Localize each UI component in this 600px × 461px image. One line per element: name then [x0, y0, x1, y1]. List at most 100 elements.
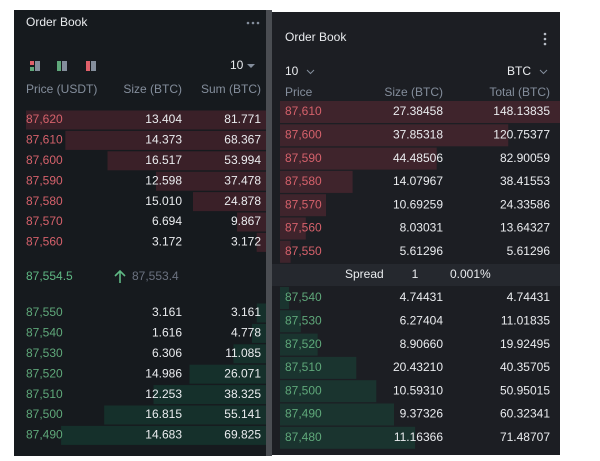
price: 87,550: [285, 244, 322, 258]
column-header: Price (USDT): [26, 82, 97, 96]
size: 13.404: [145, 112, 182, 126]
column-header: Size (BTC): [123, 82, 182, 96]
up-arrow: [114, 269, 126, 283]
depth-bar: [26, 110, 266, 130]
size: 4.74431: [400, 290, 444, 304]
total: 24.878: [224, 194, 261, 208]
panel-title: Order Book: [285, 30, 347, 44]
size: 3.172: [152, 235, 182, 249]
depth-select[interactable]: 10: [230, 58, 244, 72]
depth-bar: [256, 303, 266, 323]
total: 38.325: [224, 387, 261, 401]
size: 10.59310: [393, 383, 443, 397]
panel-title: Order Book: [26, 15, 88, 29]
column-header: Size (BTC): [384, 85, 443, 99]
depth-bar: [156, 171, 266, 191]
total: 4.778: [231, 326, 261, 340]
column-header: Sum (BTC): [201, 82, 261, 96]
more-menu[interactable]: [246, 21, 260, 25]
last-price: 87,554.5: [26, 269, 73, 283]
size: 15.010: [145, 194, 182, 208]
total: 3.161: [231, 305, 261, 319]
total: 13.64327: [500, 221, 550, 235]
depth-bar: [280, 170, 353, 193]
depth-bar: [65, 130, 266, 150]
price: 87,600: [285, 127, 322, 141]
unit-select[interactable]: BTC: [507, 64, 531, 78]
size: 20.43210: [393, 360, 443, 374]
size: 1.616: [152, 326, 182, 340]
depth-bar: [280, 310, 301, 333]
spread-percent: 0.001%: [450, 267, 491, 281]
price: 87,610: [26, 133, 63, 147]
price: 87,540: [285, 290, 322, 304]
view-icons[interactable]: [30, 61, 96, 71]
depth-bar: [104, 405, 267, 425]
price: 87,520: [26, 366, 63, 380]
size: 10.69259: [393, 197, 443, 211]
price: 87,490: [285, 407, 322, 421]
size: 12.253: [145, 387, 182, 401]
depth-select[interactable]: 10: [285, 64, 299, 78]
total: 4.74431: [507, 290, 551, 304]
total: 69.825: [224, 428, 261, 442]
price: 87,530: [26, 346, 63, 360]
depth-bar: [233, 344, 266, 364]
more-menu[interactable]: [543, 32, 547, 46]
depth-bar: [189, 364, 266, 384]
divider: [266, 10, 272, 456]
depth-bar: [107, 151, 266, 171]
size: 14.683: [145, 428, 182, 442]
size: 12.598: [145, 173, 182, 187]
total: 24.33586: [500, 197, 550, 211]
price: 87,580: [26, 194, 63, 208]
total: 60.32341: [500, 407, 550, 421]
size: 8.90660: [400, 337, 444, 351]
total: 38.41553: [500, 174, 550, 188]
depth-bar: [153, 385, 266, 405]
column-header: Total (BTC): [489, 85, 550, 99]
size: 14.07967: [393, 174, 443, 188]
size: 37.85318: [393, 127, 443, 141]
total: 148.13835: [493, 104, 550, 118]
price: 87,560: [285, 221, 322, 235]
total: 3.172: [231, 235, 261, 249]
depth-bar: [280, 380, 377, 403]
total: 26.071: [224, 366, 261, 380]
price: 87,510: [285, 360, 322, 374]
price: 87,590: [26, 173, 63, 187]
depth-bar: [280, 147, 437, 170]
price: 87,600: [26, 153, 63, 167]
size: 6.27404: [400, 313, 444, 327]
price: 87,490: [26, 428, 63, 442]
price: 87,530: [285, 313, 322, 327]
price: 87,500: [26, 407, 63, 421]
depth-bar: [280, 217, 306, 240]
total: 81.771: [224, 112, 261, 126]
chevron: [306, 69, 315, 75]
total: 19.92495: [500, 337, 550, 351]
total: 68.367: [224, 133, 261, 147]
depth-bar: [280, 194, 326, 217]
depth-bar: [251, 323, 266, 343]
total: 71.48707: [500, 430, 550, 444]
price: 87,500: [285, 383, 322, 397]
spread-value: 1: [412, 267, 419, 281]
depth-bar: [256, 232, 266, 252]
depth-bar: [280, 101, 560, 123]
size: 44.48506: [393, 151, 443, 165]
size: 9.37326: [400, 407, 444, 421]
price: 87,620: [26, 112, 63, 126]
price: 87,550: [26, 305, 63, 319]
depth-bar: [280, 403, 395, 426]
price: 87,570: [285, 197, 322, 211]
price: 87,560: [26, 235, 63, 249]
column-header: Price: [285, 85, 313, 99]
depth-bar: [280, 333, 318, 356]
size: 6.306: [152, 346, 182, 360]
size: 5.61296: [400, 244, 444, 258]
total: 55.141: [224, 407, 261, 421]
total: 37.478: [224, 173, 261, 187]
size: 14.986: [145, 366, 182, 380]
